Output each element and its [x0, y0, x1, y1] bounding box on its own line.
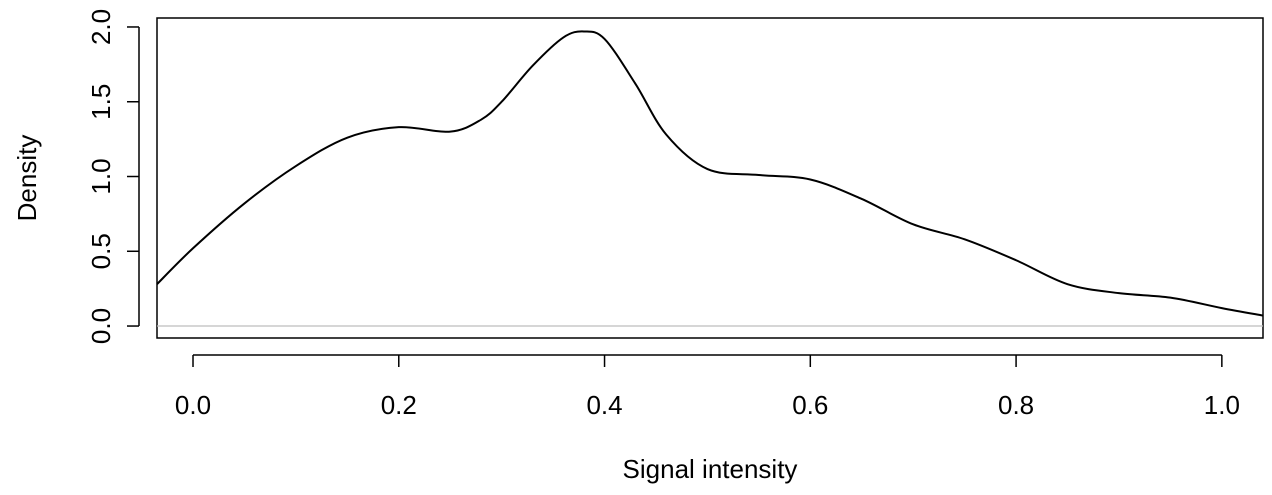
y-tick-label: 1.0	[86, 158, 116, 194]
y-tick-label: 1.5	[86, 84, 116, 120]
x-axis-title: Signal intensity	[623, 454, 798, 484]
x-tick-label: 0.4	[586, 390, 622, 420]
y-axis-title: Density	[12, 135, 42, 222]
x-tick-label: 0.2	[381, 390, 417, 420]
y-tick-label: 0.5	[86, 233, 116, 269]
y-tick-label: 0.0	[86, 308, 116, 344]
density-curve	[156, 30, 1264, 317]
x-tick-label: 0.0	[175, 390, 211, 420]
y-tick-label: 2.0	[86, 9, 116, 45]
x-tick-label: 0.8	[998, 390, 1034, 420]
y-axis: 0.0 0.5 1.0 1.5 2.0	[86, 9, 140, 344]
x-axis: 0.0 0.2 0.4 0.6 0.8 1.0	[175, 354, 1240, 420]
x-tick-label: 0.6	[792, 390, 828, 420]
plot-frame	[156, 17, 1264, 339]
x-tick-label: 1.0	[1204, 390, 1240, 420]
